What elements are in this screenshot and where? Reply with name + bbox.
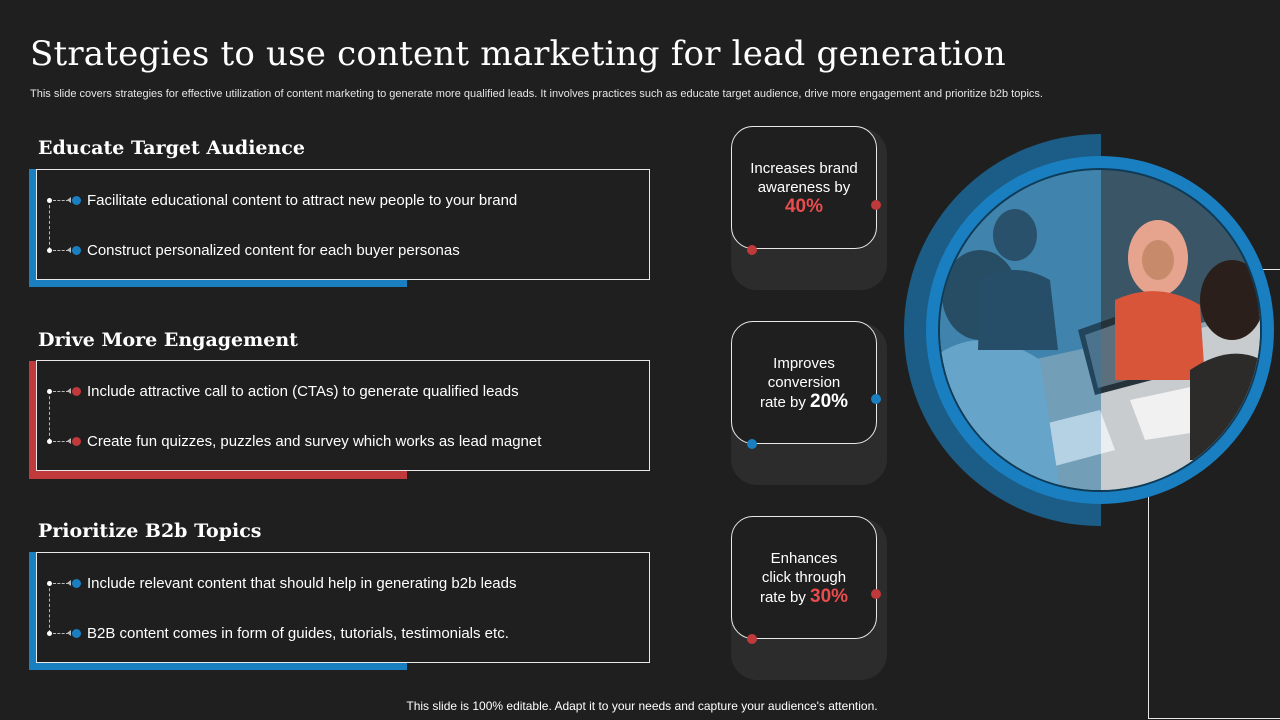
stat-line: Improves xyxy=(773,354,835,372)
section-heading-b2b: Prioritize B2b Topics xyxy=(38,520,262,542)
section-card-b2b: Include relevant content that should hel… xyxy=(36,552,650,663)
stat-node xyxy=(871,589,881,599)
bullet-item: Facilitate educational content to attrac… xyxy=(47,190,517,210)
stat-prefix: rate by xyxy=(759,393,810,411)
bullet-dot xyxy=(72,578,81,588)
bullet-text: Facilitate educational content to attrac… xyxy=(87,191,518,209)
bullet-dot xyxy=(72,386,81,396)
stat-prefix: rate by xyxy=(759,588,810,606)
bullet-dot xyxy=(72,195,81,205)
connector-line xyxy=(49,583,51,633)
bullet-item: B2B content comes in form of guides, tut… xyxy=(47,623,509,643)
bullet-text: Create fun quizzes, puzzles and survey w… xyxy=(87,432,542,450)
bullet-item: Include attractive call to action (CTAs)… xyxy=(47,381,519,401)
bullet-item: Create fun quizzes, puzzles and survey w… xyxy=(47,431,541,451)
page-subtitle: This slide covers strategies for effecti… xyxy=(30,88,1043,100)
stat-line: Increases brand xyxy=(750,159,858,177)
bullet-dot xyxy=(72,628,81,638)
stat-node xyxy=(871,394,881,404)
stat-value: 40% xyxy=(784,195,823,217)
stat-node xyxy=(747,439,757,449)
bullet-dot xyxy=(72,436,81,446)
bullet-text: B2B content comes in form of guides, tut… xyxy=(87,624,509,642)
stat-card-awareness: Increases brand awareness by 40% xyxy=(731,126,877,249)
page-title: Strategies to use content marketing for … xyxy=(30,34,1006,74)
stat-node xyxy=(871,200,881,210)
stat-card-click-through: Enhances click through rate by 30% xyxy=(731,516,877,639)
stat-line: click through xyxy=(761,568,847,586)
stat-value: 20% xyxy=(810,390,849,412)
stat-line: conversion xyxy=(767,373,841,391)
stat-value: 30% xyxy=(810,585,849,607)
section-heading-engagement: Drive More Engagement xyxy=(38,329,298,351)
connector-line xyxy=(49,391,51,441)
bullet-dot xyxy=(72,245,81,255)
stat-line: Enhances xyxy=(770,549,838,567)
stat-node xyxy=(747,634,757,644)
bullet-text: Construct personalized content for each … xyxy=(87,241,460,259)
stat-card-conversion: Improves conversion rate by 20% xyxy=(731,321,877,444)
bullet-item: Construct personalized content for each … xyxy=(47,240,460,260)
team-meeting-photo xyxy=(904,134,1274,526)
section-heading-educate: Educate Target Audience xyxy=(38,137,305,159)
bullet-text: Include attractive call to action (CTAs)… xyxy=(87,382,519,400)
section-card-engagement: Include attractive call to action (CTAs)… xyxy=(36,360,650,471)
bullet-text: Include relevant content that should hel… xyxy=(87,574,517,592)
stat-line: awareness by xyxy=(757,178,851,196)
stat-node xyxy=(747,245,757,255)
connector-line xyxy=(49,200,51,250)
section-card-educate: Facilitate educational content to attrac… xyxy=(36,169,650,280)
footer-note: This slide is 100% editable. Adapt it to… xyxy=(406,699,878,713)
bullet-item: Include relevant content that should hel… xyxy=(47,573,516,593)
